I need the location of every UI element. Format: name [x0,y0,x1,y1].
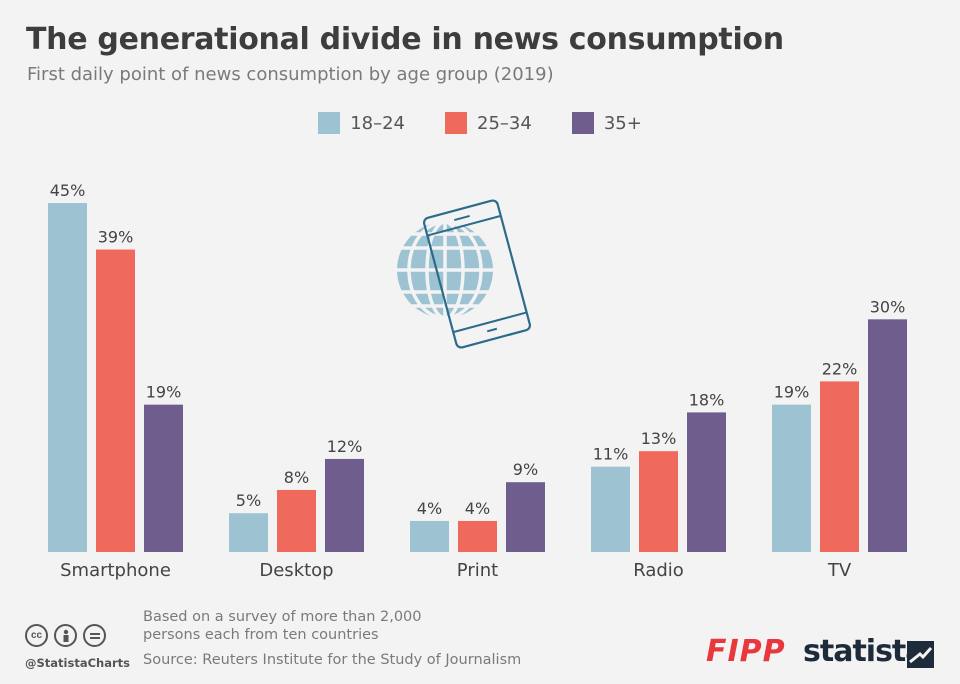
legend-label-18-24: 18–24 [350,112,405,134]
value-label-smartphone-25-34: 39% [98,228,134,247]
category-label-smartphone: Smartphone [60,560,171,581]
bar-print-25-34 [458,520,497,552]
bar-smartphone-18-24 [48,203,87,552]
value-label-desktop-35: 12% [327,437,363,456]
value-label-radio-18-24: 11% [593,445,629,464]
value-label-desktop-18-24: 5% [236,491,261,510]
bar-smartphone-35 [144,404,183,552]
legend-swatch-35-plus [571,112,594,134]
legend-label-35-plus: 35+ [603,112,642,134]
value-label-smartphone-18-24: 45% [50,181,86,200]
value-label-print-25-34: 4% [465,499,490,518]
bar-tv-25-34 [820,381,859,552]
legend-item-25-34: 25–34 [445,112,532,134]
category-label-desktop: Desktop [259,560,333,581]
bar-desktop-25-34 [277,489,316,552]
bar-desktop-35 [325,458,364,552]
legend-swatch-18-24 [318,112,341,134]
nd-icon [83,624,106,647]
bar-radio-35 [687,412,726,552]
smartphone-icon [422,199,532,349]
legend-item-35-plus: 35+ [571,112,642,134]
value-label-desktop-25-34: 8% [284,468,309,487]
chart-title: The generational divide in news consumpt… [26,22,784,57]
statista-logo-mark-icon [907,641,934,668]
bar-radio-18-24 [591,466,630,552]
value-label-print-35: 9% [513,460,538,479]
cc-icon: cc [25,624,48,647]
category-label-radio: Radio [633,560,684,581]
value-label-tv-18-24: 19% [774,383,810,402]
source-note: Source: Reuters Institute for the Study … [143,652,522,668]
bar-tv-18-24 [772,404,811,552]
bar-tv-35 [868,319,907,552]
category-label-print: Print [457,560,498,581]
value-label-radio-35: 18% [689,390,725,409]
bar-radio-25-34 [639,451,678,552]
value-label-smartphone-35: 19% [146,383,182,402]
legend: 18–24 25–34 35+ [0,112,960,134]
value-label-tv-25-34: 22% [822,359,858,378]
value-label-radio-25-34: 13% [641,429,677,448]
bar-desktop-18-24 [229,513,268,552]
chart-subtitle: First daily point of news consumption by… [27,64,554,85]
value-label-tv-35: 30% [870,297,906,316]
legend-swatch-25-34 [445,112,467,134]
statista-logo[interactable]: statista [803,634,926,669]
category-label-tv: TV [827,560,852,581]
legend-label-25-34: 25–34 [477,112,532,134]
statista-charts-handle: @StatistaCharts [25,656,130,670]
license-icons: cc [25,624,106,647]
globe-phone-illustration [397,199,532,349]
legend-item-18-24: 18–24 [318,112,405,134]
globe-icon [397,220,493,320]
fipp-logo[interactable]: FIPP [706,634,786,669]
by-icon [54,624,77,647]
bar-print-18-24 [410,520,449,552]
bar-print-35 [506,482,545,552]
survey-note: Based on a survey of more than 2,000 per… [143,609,422,643]
value-label-print-18-24: 4% [417,499,442,518]
bar-smartphone-25-34 [96,249,135,553]
